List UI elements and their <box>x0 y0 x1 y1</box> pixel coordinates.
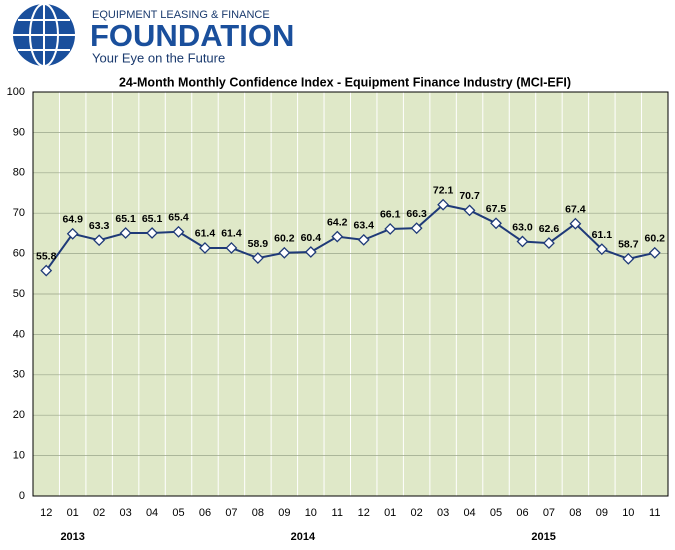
data-label: 58.9 <box>248 238 269 250</box>
year-label: 2015 <box>531 531 555 543</box>
data-label: 60.4 <box>301 232 322 244</box>
data-point <box>119 227 132 239</box>
data-point <box>304 246 317 258</box>
data-point <box>146 227 158 239</box>
x-tick-label: 04 <box>463 507 475 519</box>
data-label: 55.8 <box>36 250 57 262</box>
data-label: 72.1 <box>433 184 454 196</box>
y-tick-label: 100 <box>7 86 25 98</box>
data-point <box>93 234 106 247</box>
y-tick-label: 30 <box>13 369 25 381</box>
data-point <box>648 246 661 259</box>
data-point <box>595 243 608 256</box>
x-tick-label: 08 <box>569 507 581 519</box>
data-point <box>225 242 238 254</box>
y-tick-label: 90 <box>13 126 25 138</box>
x-tick-label: 06 <box>516 507 528 519</box>
data-point <box>278 246 291 259</box>
data-label: 63.4 <box>354 220 375 232</box>
x-tick-label: 05 <box>490 507 502 519</box>
data-label: 61.4 <box>221 228 242 240</box>
data-point <box>331 230 344 243</box>
x-tick-label: 11 <box>649 507 660 519</box>
x-tick-label: 01 <box>67 507 79 519</box>
x-tick-label: 09 <box>278 507 290 519</box>
x-tick-label: 01 <box>384 507 396 519</box>
x-tick-label: 07 <box>225 507 237 519</box>
x-tick-label: 02 <box>93 507 105 519</box>
year-label: 2014 <box>291 531 316 543</box>
year-label: 2013 <box>60 531 84 543</box>
data-label: 63.0 <box>512 221 533 233</box>
chart-title: 24-Month Monthly Confidence Index - Equi… <box>119 75 571 89</box>
data-label: 64.9 <box>62 214 83 226</box>
x-tick-label: 08 <box>252 507 264 519</box>
data-label: 58.7 <box>618 239 639 251</box>
data-point <box>172 225 185 238</box>
x-tick-label: 10 <box>305 507 317 519</box>
y-tick-label: 50 <box>13 288 25 300</box>
x-tick-label: 10 <box>622 507 634 519</box>
y-tick-label: 60 <box>13 248 25 260</box>
y-tick-label: 70 <box>13 207 25 219</box>
x-tick-label: 11 <box>332 507 343 519</box>
data-label: 70.7 <box>459 190 480 202</box>
data-point <box>40 264 53 277</box>
plot-border <box>32 91 669 497</box>
data-label: 61.4 <box>195 228 216 240</box>
x-tick-label: 12 <box>40 507 52 519</box>
data-label: 65.4 <box>168 212 189 224</box>
y-tick-label: 80 <box>13 167 25 179</box>
data-label: 66.1 <box>380 209 401 221</box>
x-tick-label: 03 <box>119 507 131 519</box>
x-tick-label: 09 <box>596 507 608 519</box>
data-point <box>490 217 502 230</box>
data-point <box>543 237 555 250</box>
data-point <box>384 223 397 235</box>
data-label: 61.1 <box>592 229 613 241</box>
x-tick-label: 05 <box>172 507 184 519</box>
logo-line: EQUIPMENT LEASING & FINANCE <box>92 9 270 21</box>
y-tick-label: 0 <box>19 490 25 502</box>
data-label: 67.5 <box>486 203 507 215</box>
logo-name: FOUNDATION <box>90 18 294 53</box>
data-label: 65.1 <box>142 213 163 225</box>
y-tick-label: 20 <box>13 409 25 421</box>
data-label: 65.1 <box>115 213 136 225</box>
data-point <box>66 227 79 240</box>
data-point <box>463 204 476 217</box>
data-point <box>622 252 635 265</box>
data-point <box>516 235 529 248</box>
data-label: 64.2 <box>327 216 348 228</box>
logo-globe <box>13 3 75 67</box>
data-label: 60.2 <box>645 233 666 245</box>
x-tick-label: 04 <box>146 507 158 519</box>
data-point <box>410 222 423 235</box>
x-tick-label: 02 <box>411 507 423 519</box>
data-point <box>569 217 582 230</box>
data-label: 67.4 <box>565 203 586 215</box>
x-tick-label: 12 <box>358 507 370 519</box>
logo-tagline: Your Eye on the Future <box>92 50 225 65</box>
x-tick-label: 07 <box>543 507 555 519</box>
data-point <box>357 233 370 246</box>
x-tick-label: 03 <box>437 507 449 519</box>
data-label: 60.2 <box>274 233 295 245</box>
data-point <box>199 242 211 254</box>
x-tick-label: 06 <box>199 507 211 519</box>
y-tick-label: 40 <box>13 328 25 340</box>
data-label: 62.6 <box>539 223 560 235</box>
data-label: 63.3 <box>89 220 110 232</box>
data-point <box>251 252 264 264</box>
data-point <box>437 198 450 211</box>
data-label: 66.3 <box>406 208 427 220</box>
y-tick-label: 10 <box>13 450 25 462</box>
